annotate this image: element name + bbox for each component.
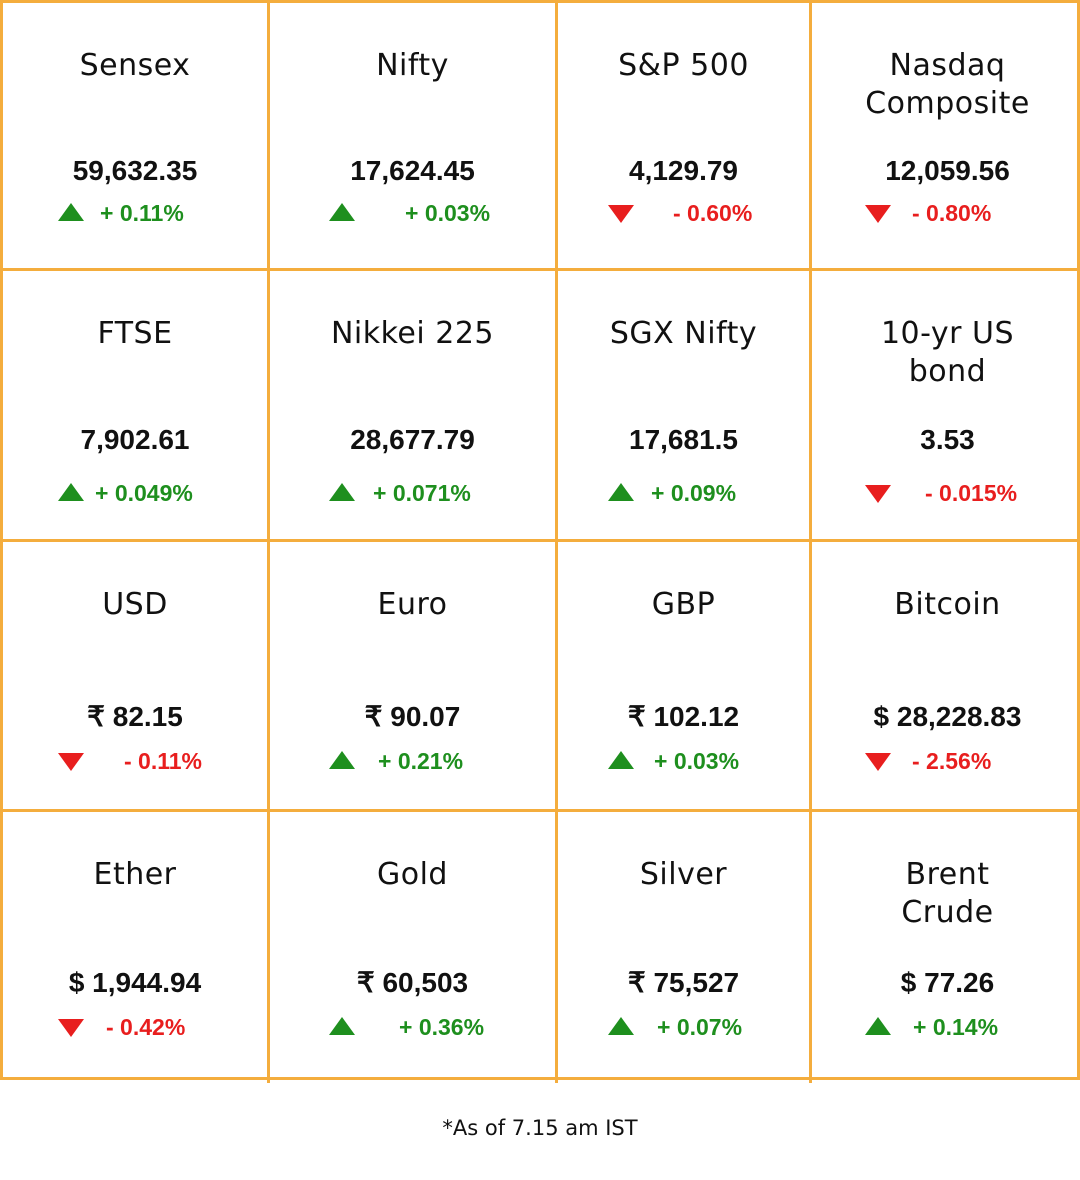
instrument-name: Nifty [376, 48, 449, 83]
instrument-value: 17,624.45 [350, 155, 475, 186]
market-grid: Sensex 59,632.35 + 0.11% Nifty 17,624.45 + 0.… [0, 0, 1080, 1083]
percent-change: - 0.80% [912, 200, 992, 226]
change-row: + 0.11% [3, 199, 267, 227]
instrument-value: 12,059.56 [885, 155, 1010, 186]
change-row: + 0.14% [812, 1013, 1080, 1041]
instrument-name: S&P 500 [618, 48, 749, 83]
market-cell-nikkei-225: Nikkei 225 28,677.79 + 0.071% [270, 271, 558, 542]
instrument-name: Euro [377, 587, 448, 622]
instrument-value: 3.53 [920, 424, 975, 455]
percent-change: - 0.015% [925, 480, 1018, 506]
instrument-value: $ 1,944.94 [68, 967, 202, 998]
instrument-value: ₹ 102.12 [627, 701, 740, 732]
instrument-name: Gold [377, 857, 448, 892]
market-cell-sgx-nifty: SGX Nifty 17,681.5 + 0.09% [558, 271, 812, 542]
up-triangle-icon [329, 483, 355, 501]
percent-change: - 0.11% [124, 748, 202, 774]
percent-change: + 0.03% [405, 200, 491, 226]
up-triangle-icon [608, 1017, 634, 1035]
percent-change: + 0.11% [100, 200, 184, 226]
instrument-value: 7,902.61 [80, 424, 190, 455]
instrument-name: FTSE [97, 316, 173, 351]
market-cell-10-yr-us-bond: 10-yr US bond 3.53 - 0.015% [812, 271, 1080, 542]
instrument-value: ₹ 75,527 [627, 967, 740, 998]
instrument-name: Ether [93, 857, 177, 892]
market-cell-ether: Ether $ 1,944.94 - 0.42% [3, 812, 270, 1083]
instrument-name: 10-yr US bond [880, 316, 1015, 389]
change-row: + 0.03% [558, 747, 809, 775]
change-row: + 0.21% [270, 747, 555, 775]
up-triangle-icon [865, 1017, 891, 1035]
down-triangle-icon [58, 1019, 84, 1037]
percent-change: - 0.60% [673, 200, 753, 226]
change-row: - 0.42% [3, 1013, 267, 1041]
down-triangle-icon [608, 205, 634, 223]
percent-change: + 0.21% [378, 748, 464, 774]
down-triangle-icon [865, 205, 891, 223]
footnote: *As of 7.15 am IST [442, 1116, 638, 1140]
up-triangle-icon [58, 203, 84, 221]
down-triangle-icon [865, 753, 891, 771]
up-triangle-icon [329, 751, 355, 769]
market-cell-brent-crude: Brent Crude $ 77.26 + 0.14% [812, 812, 1080, 1083]
market-cell-usd: USD ₹ 82.15 - 0.11% [3, 542, 270, 812]
instrument-name: SGX Nifty [609, 316, 758, 351]
market-cell-gbp: GBP ₹ 102.12 + 0.03% [558, 542, 812, 812]
up-triangle-icon [329, 1017, 355, 1035]
market-cell-sensex: Sensex 59,632.35 + 0.11% [3, 3, 270, 271]
percent-change: + 0.07% [657, 1014, 743, 1040]
up-triangle-icon [608, 751, 634, 769]
change-row: + 0.09% [558, 479, 809, 507]
instrument-value: $ 28,228.83 [873, 701, 1022, 732]
change-row: + 0.071% [270, 479, 555, 507]
market-cell-ftse: FTSE 7,902.61 + 0.049% [3, 271, 270, 542]
percent-change: + 0.071% [373, 480, 471, 506]
change-row: - 0.11% [3, 747, 267, 775]
instrument-value: 4,129.79 [629, 155, 738, 186]
down-triangle-icon [865, 485, 891, 503]
instrument-name: USD [102, 587, 168, 622]
percent-change: + 0.03% [654, 748, 740, 774]
percent-change: + 0.36% [399, 1014, 485, 1040]
percent-change: - 2.56% [912, 748, 992, 774]
up-triangle-icon [58, 483, 84, 501]
instrument-value: 28,677.79 [350, 424, 475, 455]
market-cell-nifty: Nifty 17,624.45 + 0.03% [270, 3, 558, 271]
down-triangle-icon [58, 753, 84, 771]
change-row: + 0.03% [270, 199, 555, 227]
change-row: - 0.80% [812, 199, 1080, 227]
market-cell-silver: Silver ₹ 75,527 + 0.07% [558, 812, 812, 1083]
up-triangle-icon [329, 203, 355, 221]
market-cell-bitcoin: Bitcoin $ 28,228.83 - 2.56% [812, 542, 1080, 812]
change-row: - 2.56% [812, 747, 1080, 775]
instrument-name: GBP [651, 587, 716, 622]
change-row: + 0.36% [270, 1013, 555, 1041]
change-row: + 0.07% [558, 1013, 809, 1041]
change-row: - 0.60% [558, 199, 809, 227]
instrument-value: ₹ 90.07 [364, 701, 461, 732]
up-triangle-icon [608, 483, 634, 501]
instrument-value: 59,632.35 [72, 155, 198, 186]
market-cell-euro: Euro ₹ 90.07 + 0.21% [270, 542, 558, 812]
percent-change: + 0.09% [651, 480, 737, 506]
instrument-name: Brent Crude [901, 857, 994, 930]
instrument-value: ₹ 60,503 [356, 967, 469, 998]
change-row: - 0.015% [812, 479, 1080, 507]
instrument-value: ₹ 82.15 [87, 701, 183, 732]
percent-change: + 0.14% [913, 1014, 999, 1040]
instrument-name: Bitcoin [894, 587, 1001, 622]
percent-change: + 0.049% [95, 480, 193, 506]
instrument-name: Sensex [79, 48, 191, 83]
instrument-name: Silver [639, 857, 728, 892]
percent-change: - 0.42% [106, 1014, 186, 1040]
instrument-name: Nikkei 225 [330, 316, 495, 351]
market-cell-s-p-500: S&P 500 4,129.79 - 0.60% [558, 3, 812, 271]
change-row: + 0.049% [3, 479, 267, 507]
instrument-name: Nasdaq Composite [865, 48, 1030, 121]
market-cell-gold: Gold ₹ 60,503 + 0.36% [270, 812, 558, 1083]
instrument-value: 17,681.5 [629, 424, 738, 455]
instrument-value: $ 77.26 [900, 967, 995, 998]
market-cell-nasdaq-composite: Nasdaq Composite 12,059.56 - 0.80% [812, 3, 1080, 271]
